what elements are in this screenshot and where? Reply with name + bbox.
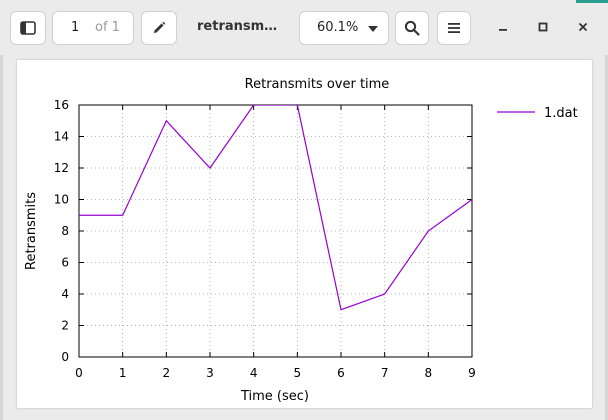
x-tick-label: 8 <box>425 366 433 380</box>
series <box>78 104 473 311</box>
maximize-button[interactable] <box>532 16 554 38</box>
y-tick-label: 4 <box>61 287 69 301</box>
x-tick-label: 2 <box>163 366 171 380</box>
x-tick-label: 6 <box>337 366 345 380</box>
x-tick-label: 1 <box>119 366 127 380</box>
y-tick-label: 14 <box>54 130 69 144</box>
minimize-icon <box>499 29 507 31</box>
y-tick-label: 12 <box>54 161 69 175</box>
y-tick-label: 10 <box>54 193 69 207</box>
series-line <box>79 105 472 311</box>
document-page: Retransmits over time Time (sec) Retrans… <box>17 60 592 408</box>
x-tick-label: 0 <box>75 366 83 380</box>
page-total-label: of 1 <box>95 20 120 35</box>
page-number-box[interactable]: 1 of 1 <box>52 11 134 45</box>
hamburger-menu-icon <box>448 23 460 33</box>
y-tick-label: 6 <box>61 256 69 270</box>
maximize-icon <box>538 22 548 32</box>
chart: Retransmits over time Time (sec) Retrans… <box>24 77 578 404</box>
sidebar-toggle-button[interactable] <box>10 11 46 45</box>
legend-label: 1.dat <box>544 106 578 121</box>
zoom-select[interactable]: 60.1% <box>299 11 389 45</box>
chevron-down-icon <box>368 26 378 32</box>
search-button[interactable] <box>395 11 429 45</box>
document-title: retransm… <box>197 19 278 34</box>
close-icon <box>578 22 588 32</box>
annotate-button[interactable] <box>141 11 177 45</box>
pencil-icon <box>154 21 166 33</box>
x-tick-label: 3 <box>206 366 214 380</box>
main-menu-button[interactable] <box>437 11 471 45</box>
y-tick-label: 2 <box>61 319 69 333</box>
x-tick-label: 9 <box>468 366 476 380</box>
page-current-input[interactable]: 1 <box>71 20 80 35</box>
accent-bar <box>576 0 608 3</box>
search-icon <box>404 20 420 36</box>
x-axis-label: Time (sec) <box>240 389 309 404</box>
x-tick-label: 4 <box>250 366 258 380</box>
chart-title: Retransmits over time <box>245 77 390 92</box>
y-tick-label: 0 <box>61 350 69 364</box>
grid <box>79 105 472 357</box>
sidebar-toggle-icon <box>20 21 36 35</box>
y-tick-label: 16 <box>54 98 69 112</box>
legend: 1.dat <box>497 106 578 121</box>
left-edge <box>0 55 3 420</box>
close-button[interactable] <box>572 16 594 38</box>
y-tick-label: 8 <box>61 224 69 238</box>
x-tick-label: 7 <box>381 366 389 380</box>
zoom-level: 60.1% <box>317 20 359 35</box>
scrollbar[interactable] <box>605 55 608 420</box>
y-axis-label: Retransmits <box>24 192 39 270</box>
x-tick-label: 5 <box>294 366 302 380</box>
minimize-button[interactable] <box>492 16 514 38</box>
toolbar: 1 of 1 retransm… 60.1% <box>0 0 608 55</box>
